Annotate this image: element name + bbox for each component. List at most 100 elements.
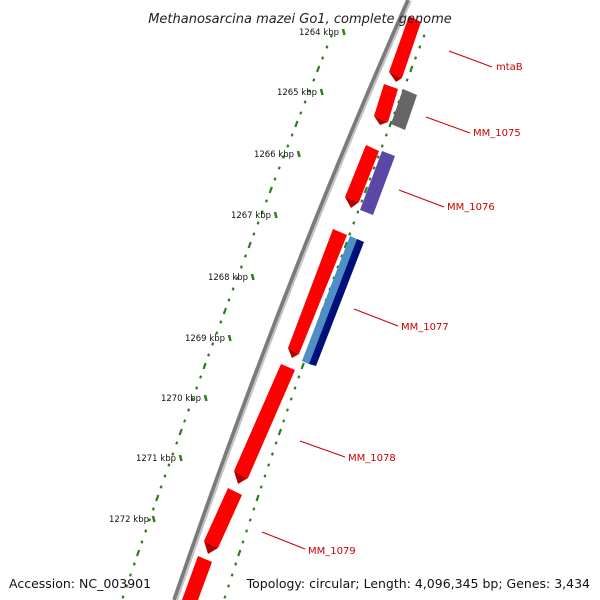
feature-mm-1075-gray[interactable] xyxy=(391,89,417,130)
inner-dot xyxy=(140,540,144,544)
outer-dot xyxy=(248,518,252,522)
outer-dot xyxy=(422,34,426,38)
outer-dot xyxy=(259,485,263,489)
kbp-tick xyxy=(250,273,255,281)
outer-dot xyxy=(336,265,340,269)
inner-dot xyxy=(260,210,264,214)
outer-dot xyxy=(227,584,231,588)
cds-mm-1078-shade xyxy=(234,471,248,484)
cds-mm-1076[interactable] xyxy=(345,145,379,202)
features-layer xyxy=(182,16,421,600)
inner-dot xyxy=(199,375,203,379)
inner-dot xyxy=(321,56,325,60)
outer-dot xyxy=(230,573,234,577)
gene-label[interactable]: MM_1079 xyxy=(308,546,356,557)
kbp-ruler-labels: 1264 kbp 1265 kbp 1266 kbp 1267 kbp 1268 kbp… xyxy=(109,28,346,525)
gene-callout-line xyxy=(353,308,399,327)
inner-dot xyxy=(325,45,329,49)
inner-dot xyxy=(202,362,207,370)
cds-mtab[interactable] xyxy=(389,16,421,78)
outer-dot xyxy=(297,375,301,379)
inner-dot xyxy=(299,111,303,115)
kbp-tick xyxy=(227,334,232,342)
outer-dot xyxy=(368,177,372,181)
inner-dot xyxy=(155,494,160,502)
outer-dot xyxy=(223,595,227,599)
outer-dot xyxy=(293,386,297,390)
inner-dot xyxy=(144,529,148,533)
inner-dot xyxy=(163,474,167,478)
outer-dot xyxy=(285,408,289,412)
gene-callout-line xyxy=(299,440,346,458)
inner-dot xyxy=(207,353,211,357)
inner-dot xyxy=(281,155,286,159)
outer-dot xyxy=(384,133,388,137)
outer-dot xyxy=(393,111,397,115)
inner-dot xyxy=(303,100,307,104)
inner-dot xyxy=(159,485,163,489)
inner-dot xyxy=(243,254,248,258)
kbp-tick xyxy=(296,150,301,158)
cds-mm-1079[interactable] xyxy=(204,488,242,548)
inner-dot xyxy=(195,386,199,390)
inner-dot xyxy=(277,166,281,170)
inner-dot xyxy=(222,307,228,315)
inner-dot xyxy=(264,199,269,203)
outer-dot xyxy=(343,241,348,249)
outer-dot xyxy=(380,144,384,148)
cds-mm-1075[interactable] xyxy=(374,84,398,122)
inner-dot xyxy=(219,320,223,324)
feature-mm-1076-purple[interactable] xyxy=(360,151,395,215)
inner-dot xyxy=(132,562,136,566)
gene-label[interactable]: MM_1075 xyxy=(473,128,521,139)
inner-dot xyxy=(307,89,311,93)
kbp-label: 1272 kbp xyxy=(109,515,149,525)
gene-label[interactable]: mtaB xyxy=(496,62,523,73)
outer-dot xyxy=(388,120,393,128)
gene-label[interactable]: MM_1077 xyxy=(401,322,449,333)
inner-dot xyxy=(183,419,187,423)
outer-dot xyxy=(289,397,293,401)
inner-dot xyxy=(239,265,243,269)
outer-dot xyxy=(376,155,380,159)
kbp-label: 1268 kbp xyxy=(208,273,248,283)
cds-mm-1077[interactable] xyxy=(288,229,347,354)
gene-label[interactable]: MM_1078 xyxy=(348,453,396,464)
inner-dot xyxy=(125,584,129,588)
outer-dot xyxy=(255,494,260,502)
inner-dot xyxy=(167,463,171,467)
gc-skew-dots xyxy=(121,34,426,599)
cds-next[interactable] xyxy=(182,556,212,600)
outer-dot xyxy=(237,549,242,557)
gene-label[interactable]: MM_1076 xyxy=(447,202,495,213)
inner-dot xyxy=(171,452,175,456)
feature-mm-1077-lightblue[interactable] xyxy=(302,236,357,364)
inner-dot xyxy=(187,408,191,412)
kbp-label: 1265 kbp xyxy=(277,88,317,98)
inner-dot xyxy=(256,221,260,225)
feature-mm-1077-navy[interactable] xyxy=(309,239,364,366)
inner-dot xyxy=(191,397,195,401)
backbone-line xyxy=(172,0,410,600)
cds-mm-1076-shade xyxy=(345,197,359,208)
cds-mm-1078[interactable] xyxy=(234,364,295,478)
gene-callout-line xyxy=(261,531,306,550)
outer-dot xyxy=(414,56,418,60)
kbp-label: 1270 kbp xyxy=(161,394,201,404)
cds-mm-1079-shade xyxy=(204,541,218,554)
inner-dot xyxy=(286,144,290,148)
inner-dot xyxy=(231,287,235,291)
kbp-tick xyxy=(178,454,183,462)
outer-dot xyxy=(252,507,256,511)
cds-mm-1077-shade xyxy=(288,348,299,358)
inner-dot xyxy=(290,133,294,137)
outer-dot xyxy=(352,221,356,225)
map-title: Methanosarcina mazei Go1, complete genom… xyxy=(148,12,452,27)
gene-callouts: mtaB MM_1075 MM_1076 MM_1077 MM_1078 MM_1079 xyxy=(261,50,523,557)
topology-text: Topology: circular; Length: 4,096,345 bp… xyxy=(246,576,590,591)
inner-dot xyxy=(312,78,316,82)
inner-dot xyxy=(215,331,219,335)
outer-dot xyxy=(356,210,360,214)
outer-dot xyxy=(372,166,376,170)
cds-mm-1075-shade xyxy=(374,116,388,125)
